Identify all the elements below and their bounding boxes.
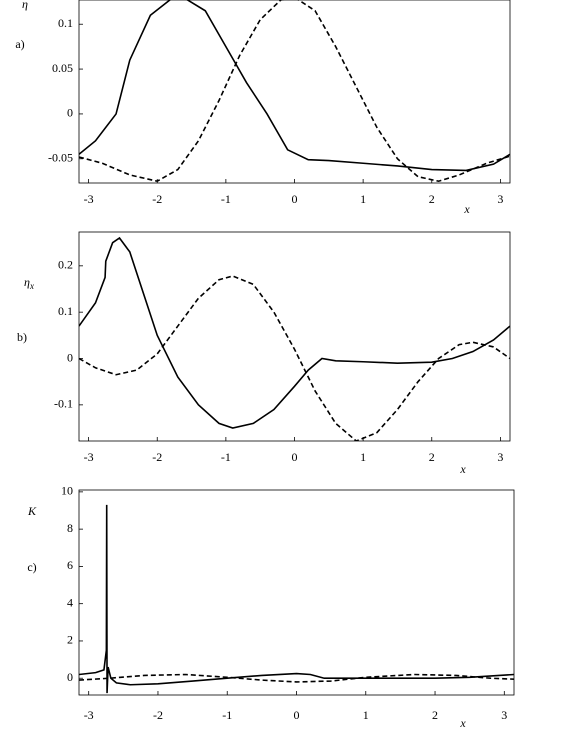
x-tick-label: -1 <box>221 450 231 464</box>
y-tick-label: 6 <box>67 558 73 572</box>
x-tick-label: -1 <box>222 708 232 722</box>
y-tick-label: 0.1 <box>58 16 73 30</box>
x-tick-label: 3 <box>501 708 507 722</box>
x-tick-label: -3 <box>84 708 94 722</box>
line-series <box>79 0 510 172</box>
x-tick-label: 2 <box>429 450 435 464</box>
plot-frame <box>78 231 511 442</box>
x-tick-label: 3 <box>497 450 503 464</box>
x-tick-label: 1 <box>360 450 366 464</box>
y-tick-label: -0.1 <box>54 397 73 411</box>
line-series <box>79 0 510 183</box>
panel: -3 -2 -1 0 1 2 3-0.100.10.2xb)ηx <box>17 231 511 476</box>
y-tick-label: -0.05 <box>48 151 73 165</box>
y-axis-label-main: η <box>22 0 28 11</box>
line-series <box>79 673 514 683</box>
y-tick-label: 0 <box>67 670 73 684</box>
panel-label: c) <box>27 560 36 574</box>
y-tick-label: 0.1 <box>58 304 73 318</box>
y-axis-label-main: K <box>27 504 37 518</box>
y-tick-label: 0.2 <box>58 258 73 272</box>
panel-label: b) <box>17 330 27 344</box>
x-tick-label: 2 <box>429 192 435 206</box>
y-axis-label-main: η <box>24 275 30 289</box>
x-tick-label: -1 <box>221 192 231 206</box>
line-series <box>79 236 510 429</box>
y-tick-label: 2 <box>67 633 73 647</box>
y-tick-label: 0 <box>67 350 73 364</box>
x-tick-label: -2 <box>153 708 163 722</box>
x-axis-label: x <box>459 462 466 476</box>
x-tick-label: 0 <box>292 192 298 206</box>
x-tick-label: -3 <box>84 192 94 206</box>
panel: -3 -2 -1 0 1 2 3 -0.05 0 0.05 0.1 x a) η <box>15 0 511 216</box>
plot-frame <box>78 489 515 696</box>
y-tick-label: 4 <box>67 595 73 609</box>
x-tick-label: -2 <box>152 192 162 206</box>
panel-label: a) <box>15 37 24 51</box>
y-axis-label-sub: x <box>29 281 34 291</box>
x-tick-label: -3 <box>84 450 94 464</box>
y-tick-label: 8 <box>67 521 73 535</box>
y-tick-label: 0.05 <box>52 61 73 75</box>
x-tick-label: 2 <box>432 708 438 722</box>
y-axis-label: η <box>22 0 28 11</box>
x-tick-label: 0 <box>294 708 300 722</box>
x-tick-label: 0 <box>292 450 298 464</box>
y-tick-label: 10 <box>61 484 73 498</box>
panel: -3 -2 -1 0 1 2 3 0 2 4 6 8 10 x c) K <box>27 484 515 730</box>
line-series <box>79 275 510 441</box>
x-axis-label: x <box>459 716 466 730</box>
line-series <box>79 504 514 694</box>
x-axis-label: x <box>463 202 470 216</box>
x-tick-label: -2 <box>152 450 162 464</box>
x-tick-label: 1 <box>360 192 366 206</box>
y-tick-label: 0 <box>67 106 73 120</box>
x-tick-label: 1 <box>363 708 369 722</box>
plot-frame <box>78 0 511 184</box>
x-tick-label: 3 <box>497 192 503 206</box>
y-axis-label: K <box>27 504 37 518</box>
y-axis-label: ηx <box>24 275 34 291</box>
